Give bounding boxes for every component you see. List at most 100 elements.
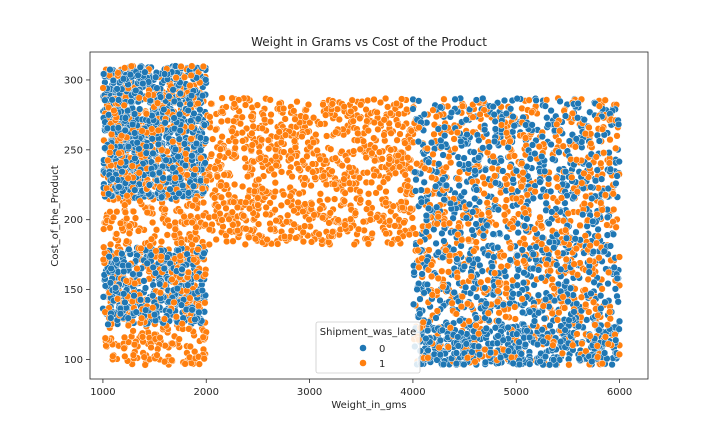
data-point-series-0 [461,283,470,292]
data-point-series-0 [548,208,556,216]
data-point-series-1 [130,340,139,349]
data-point-series-1 [387,240,396,248]
data-point-series-1 [313,146,321,155]
data-point-series-1 [423,187,431,195]
data-point-series-0 [436,296,444,305]
data-point-series-1 [178,320,186,328]
data-point-series-1 [271,206,279,214]
data-point-series-0 [566,284,575,292]
data-point-series-1 [290,107,298,115]
data-point-series-1 [213,173,222,181]
data-point-series-1 [343,156,351,164]
data-point-series-1 [448,299,456,307]
data-point-series-1 [201,221,209,229]
data-point-series-0 [463,130,471,139]
data-point-series-1 [169,138,177,146]
data-point-series-1 [351,209,360,217]
data-point-series-1 [177,239,186,247]
data-point-series-0 [148,135,156,143]
data-point-series-0 [530,317,539,325]
data-point-series-1 [469,113,477,121]
data-point-series-0 [612,179,620,188]
data-point-series-1 [282,218,291,226]
data-point-series-0 [454,153,462,161]
data-point-series-1 [472,238,480,246]
data-point-series-1 [414,246,422,254]
data-point-series-1 [428,291,436,299]
data-point-series-1 [262,203,270,212]
data-point-series-1 [254,220,263,228]
data-point-series-1 [147,343,155,352]
data-point-series-1 [593,210,601,219]
data-point-series-0 [176,126,184,135]
data-point-series-0 [133,139,141,147]
data-point-series-0 [136,296,145,304]
data-point-series-0 [587,183,595,191]
data-point-series-0 [538,233,547,242]
data-point-series-1 [408,214,416,222]
data-point-series-1 [606,308,614,316]
data-point-series-0 [420,110,428,118]
data-point-series-1 [346,215,355,223]
data-point-series-1 [247,112,255,121]
data-point-series-1 [356,187,364,196]
data-point-series-1 [467,272,475,281]
data-point-series-1 [559,293,567,301]
data-point-series-1 [512,194,520,203]
data-point-series-0 [538,132,546,141]
data-point-series-0 [472,220,480,228]
data-point-series-0 [557,338,565,346]
data-point-series-1 [318,214,327,222]
data-point-series-0 [416,295,424,303]
data-point-series-1 [312,130,320,139]
data-point-series-1 [393,136,401,144]
data-point-series-1 [113,295,122,303]
data-point-series-0 [541,167,549,175]
data-point-series-1 [484,209,493,217]
data-point-series-0 [595,137,604,145]
data-point-series-0 [512,167,521,175]
data-point-series-0 [468,226,476,234]
data-point-series-1 [299,207,307,216]
data-point-series-1 [531,225,539,233]
data-point-series-1 [121,201,129,209]
data-point-series-0 [613,172,621,180]
data-point-series-1 [148,218,157,227]
data-point-series-1 [229,221,237,229]
data-point-series-0 [611,285,620,293]
data-point-series-1 [362,105,370,114]
data-point-series-1 [357,101,365,109]
data-point-series-1 [120,333,129,342]
data-point-series-0 [557,265,565,274]
data-point-series-1 [404,154,412,162]
data-point-series-1 [585,308,593,316]
data-point-series-1 [240,144,248,152]
data-point-series-1 [564,209,572,218]
data-point-series-0 [119,75,128,83]
data-point-series-1 [350,147,358,155]
data-point-series-1 [266,225,275,233]
data-point-series-0 [532,96,540,105]
data-point-series-1 [585,123,593,132]
data-point-series-0 [482,324,490,333]
data-point-series-1 [287,155,295,163]
data-point-series-1 [542,96,551,104]
data-point-series-1 [366,216,374,224]
data-point-series-1 [442,246,450,254]
data-point-series-1 [245,233,253,242]
data-point-series-1 [615,350,624,359]
data-point-series-0 [462,214,471,222]
data-point-series-1 [341,189,349,197]
data-point-series-1 [168,356,176,364]
data-point-series-0 [130,110,139,118]
data-point-series-1 [115,149,123,157]
data-point-series-0 [124,261,133,270]
data-point-series-1 [565,361,573,369]
data-point-series-1 [587,139,595,148]
data-point-series-1 [109,352,117,360]
data-point-series-1 [123,214,131,223]
data-point-series-0 [139,79,147,88]
data-point-series-1 [495,309,503,317]
data-point-series-1 [142,110,151,118]
data-point-series-1 [216,145,225,153]
